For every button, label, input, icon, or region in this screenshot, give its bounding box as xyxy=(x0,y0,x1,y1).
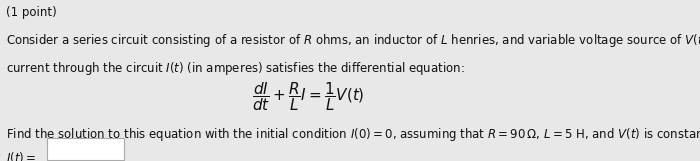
Text: $\dfrac{dI}{dt} + \dfrac{R}{L}I = \dfrac{1}{L}V(t)$: $\dfrac{dI}{dt} + \dfrac{R}{L}I = \dfrac… xyxy=(252,80,364,113)
Text: Consider a series circuit consisting of a resistor of $R$ ohms, an inductor of $: Consider a series circuit consisting of … xyxy=(6,32,700,49)
Text: Find the solution to this equation with the initial condition $I(0) = 0$, assumi: Find the solution to this equation with … xyxy=(6,126,700,143)
Text: (1 point): (1 point) xyxy=(6,6,56,19)
Text: $I(t) =$: $I(t) =$ xyxy=(6,150,36,161)
FancyBboxPatch shape xyxy=(47,138,124,160)
Text: current through the circuit $I(t)$ (in amperes) satisfies the differential equat: current through the circuit $I(t)$ (in a… xyxy=(6,60,464,77)
